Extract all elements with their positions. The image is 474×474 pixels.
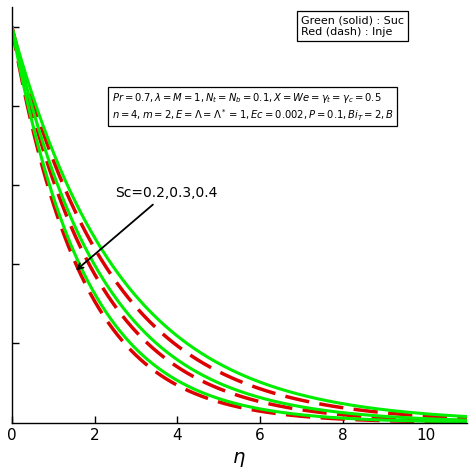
Text: Green (solid) : Suc
Red (dash) : Inje: Green (solid) : Suc Red (dash) : Inje: [301, 15, 404, 37]
X-axis label: η: η: [233, 448, 246, 467]
Text: Sc=0.2,0.3,0.4: Sc=0.2,0.3,0.4: [77, 186, 218, 269]
Text: $Pr=0.7,\lambda=M=1,N_t=N_b=0.1,X=We=\gamma_t=\gamma_c=0.5$
$n=4,m=2,E=\Lambda=\: $Pr=0.7,\lambda=M=1,N_t=N_b=0.1,X=We=\ga…: [112, 91, 394, 123]
